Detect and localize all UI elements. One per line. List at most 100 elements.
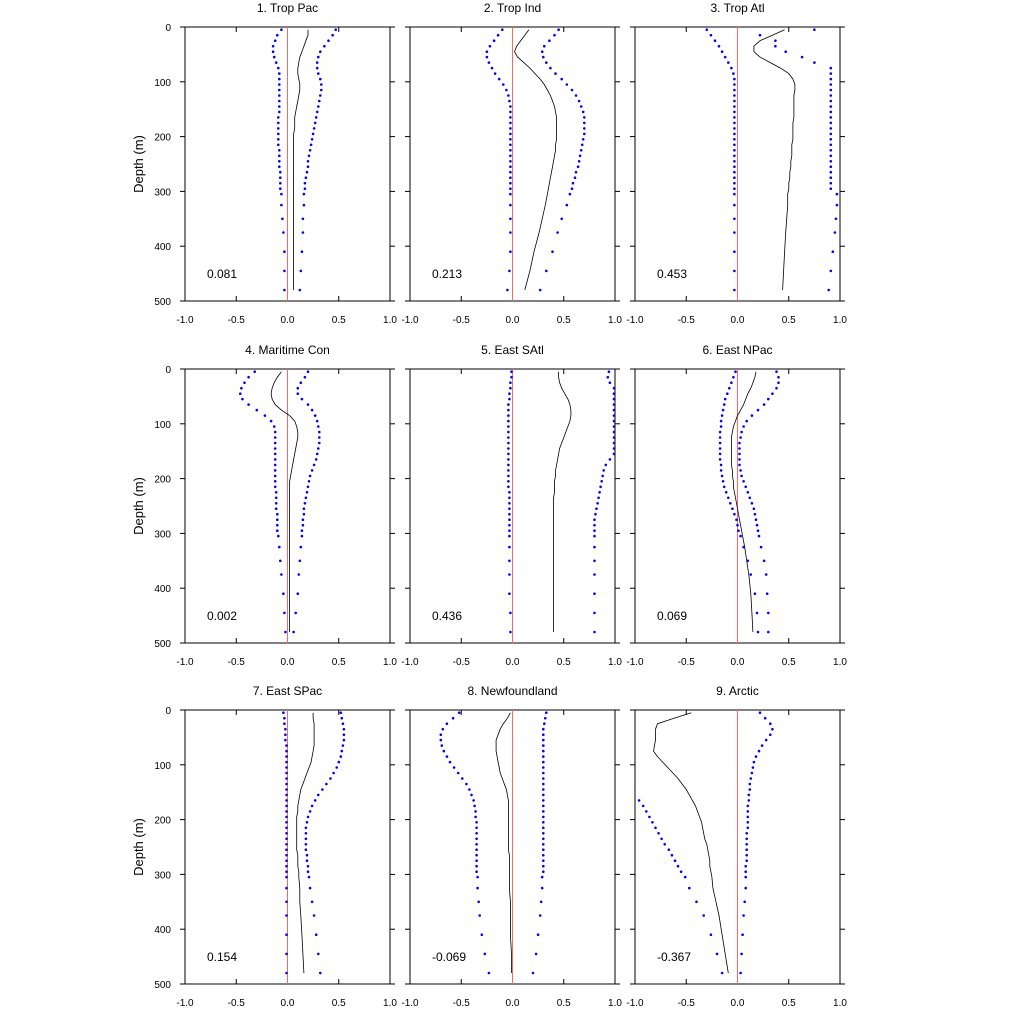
upper-bound-point <box>318 436 321 439</box>
lower-bound-point <box>285 760 288 764</box>
upper-bound-point <box>827 288 830 292</box>
lower-bound-point <box>280 203 283 207</box>
upper-bound-point <box>593 518 596 521</box>
x-tick-label: 1.0 <box>383 998 397 1009</box>
mean-correlation-line <box>553 371 572 632</box>
lower-bound-point <box>733 132 736 136</box>
lower-bound-point <box>285 914 288 917</box>
x-tick-label: 0.5 <box>557 315 571 326</box>
upper-bound-point <box>829 149 833 152</box>
panel-title: 3. Trop Atl <box>710 1 764 15</box>
x-tick-label: 0.5 <box>782 998 796 1009</box>
upper-bound-point <box>829 127 833 130</box>
upper-bound-point <box>581 138 585 141</box>
upper-bound-point <box>767 397 770 401</box>
upper-bound-point <box>314 458 318 461</box>
lower-bound-point <box>733 116 736 119</box>
upper-bound-point <box>314 933 318 936</box>
upper-bound-point <box>306 403 310 406</box>
mean-correlation-line <box>514 29 557 291</box>
upper-bound-point <box>777 375 780 379</box>
x-tick-label: -0.5 <box>678 657 696 668</box>
lower-bound-point <box>508 534 511 538</box>
upper-bound-point <box>292 630 295 634</box>
upper-bound-point <box>583 116 586 119</box>
upper-bound-point <box>304 837 308 841</box>
upper-bound-point <box>758 711 762 714</box>
lower-bound-point <box>720 50 724 53</box>
lower-bound-point <box>285 815 288 819</box>
lower-bound-point <box>476 875 479 879</box>
lower-bound-point <box>709 933 713 936</box>
x-tick-label: 1.0 <box>608 998 622 1009</box>
upper-bound-point <box>317 55 320 59</box>
lower-bound-point <box>729 502 732 505</box>
upper-bound-point <box>745 853 748 857</box>
lower-bound-point <box>728 386 731 390</box>
lower-bound-point <box>277 143 280 147</box>
upper-bound-point <box>755 523 759 527</box>
upper-bound-point <box>829 116 833 119</box>
upper-bound-point <box>294 611 298 615</box>
lower-bound-point <box>733 187 736 190</box>
lower-bound-point <box>274 491 278 494</box>
lower-bound-point <box>477 900 481 904</box>
lower-bound-point <box>273 39 277 42</box>
lower-bound-point <box>739 534 742 538</box>
lower-bound-point <box>509 149 512 152</box>
upper-bound-point <box>739 436 742 439</box>
lower-bound-point <box>279 181 282 185</box>
lower-bound-point <box>285 755 288 758</box>
upper-bound-point <box>560 77 563 81</box>
upper-bound-point <box>604 463 608 467</box>
upper-bound-point <box>299 545 303 549</box>
lower-bound-point <box>439 733 443 736</box>
upper-bound-point <box>835 203 839 207</box>
upper-bound-point <box>315 66 319 70</box>
upper-bound-point <box>756 529 760 532</box>
x-tick-label: -0.5 <box>678 315 696 326</box>
y-tick-label: 500 <box>154 639 171 650</box>
lower-bound-point <box>247 403 250 406</box>
correlation-value: 0.154 <box>207 950 237 964</box>
upper-bound-point <box>327 39 330 42</box>
lower-bound-point <box>278 83 281 86</box>
upper-bound-point <box>308 810 312 813</box>
lower-bound-point <box>733 149 736 152</box>
upper-bound-point <box>296 392 300 396</box>
lower-bound-point <box>508 507 511 511</box>
lower-bound-point <box>727 61 730 64</box>
lower-bound-point <box>255 408 259 412</box>
lower-bound-point <box>472 799 475 802</box>
upper-bound-point <box>738 458 741 461</box>
upper-bound-point <box>298 559 302 563</box>
lower-bound-point <box>285 859 288 862</box>
upper-bound-point <box>542 853 545 857</box>
lower-bound-point <box>719 469 723 472</box>
series-group <box>507 370 615 634</box>
upper-bound-point <box>531 971 535 975</box>
lower-bound-point <box>735 518 738 521</box>
lower-bound-point <box>509 386 512 390</box>
lower-bound-point <box>278 105 281 108</box>
lower-bound-point <box>480 933 484 936</box>
upper-bound-point <box>774 44 777 48</box>
upper-bound-point <box>317 793 320 797</box>
lower-bound-point <box>733 269 736 273</box>
lower-bound-point <box>282 711 285 714</box>
upper-bound-point <box>829 121 833 125</box>
upper-bound-point <box>742 480 745 483</box>
upper-bound-point <box>306 165 310 168</box>
lower-bound-point <box>490 66 494 70</box>
correlation-value: 0.453 <box>657 267 687 281</box>
lower-bound-point <box>474 810 477 813</box>
y-tick-label: 400 <box>154 925 171 936</box>
upper-bound-point <box>829 138 833 141</box>
upper-bound-point <box>317 72 320 75</box>
x-tick-label: 0.5 <box>557 657 571 668</box>
upper-bound-point <box>301 231 305 234</box>
upper-bound-point <box>767 611 770 615</box>
upper-bound-point <box>576 165 580 168</box>
upper-bound-point <box>542 733 545 736</box>
upper-bound-point <box>607 370 611 374</box>
